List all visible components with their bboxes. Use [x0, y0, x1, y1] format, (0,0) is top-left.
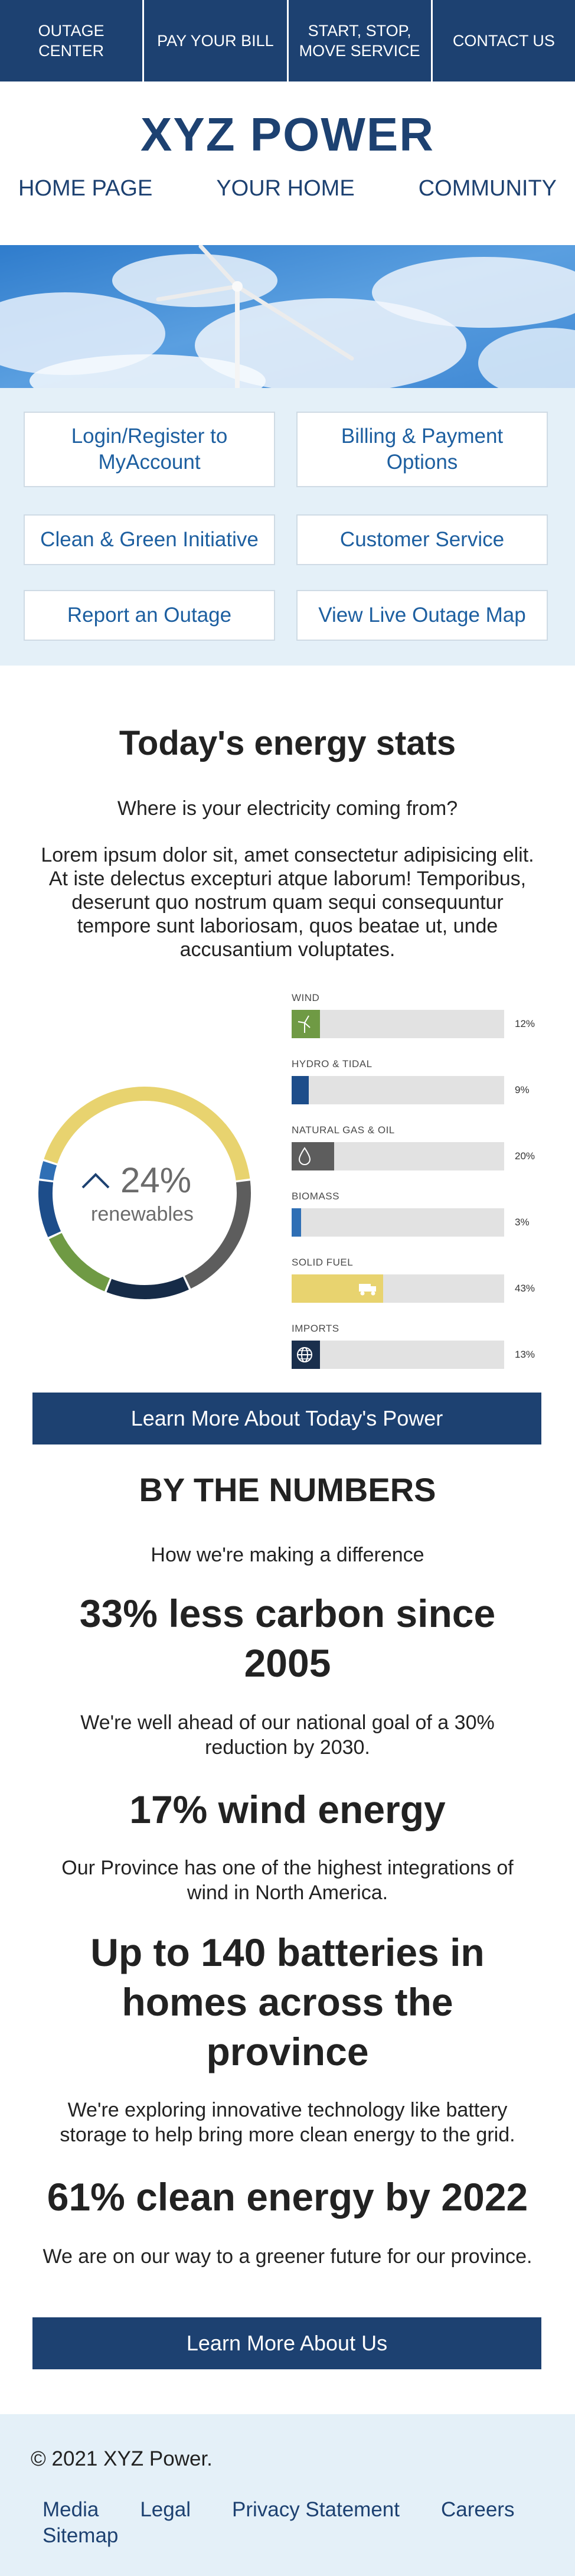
energy-source-bar — [292, 1274, 383, 1303]
customer-service-button[interactable]: Customer Service — [296, 514, 548, 565]
energy-source-label: HYDRO & TIDAL — [292, 1058, 373, 1069]
energy-source-row: IMPORTS 13% — [292, 1323, 545, 1369]
energy-source-bar-track — [292, 1208, 504, 1237]
energy-source-bar-track — [292, 1274, 504, 1303]
energy-source-bar — [292, 1208, 301, 1237]
footer-link-sitemap[interactable]: Sitemap — [43, 2524, 119, 2547]
energy-source-bar — [292, 1341, 320, 1369]
stat-text: Our Province has one of the highest inte… — [61, 1857, 514, 1904]
wind-turbine-icon — [294, 1013, 315, 1035]
learn-more-about-us-button[interactable]: Learn More About Us — [32, 2317, 541, 2369]
energy-source-row: HYDRO & TIDAL 9% — [292, 1058, 545, 1104]
energy-source-bar — [292, 1142, 334, 1170]
energy-source-bar-track — [292, 1076, 504, 1104]
numbers-title: BY THE NUMBERS — [139, 1471, 436, 1508]
energy-source-bar-track — [292, 1142, 504, 1170]
donut-segment — [38, 1181, 61, 1237]
globe-icon — [294, 1344, 315, 1365]
footer-link-media[interactable]: Media — [43, 2498, 99, 2521]
energy-stats-body: Lorem ipsum dolor sit, amet consectetur … — [41, 844, 534, 961]
stat-heading: Up to 140 batteries in homes across the … — [90, 1931, 485, 2073]
donut-segment — [48, 1232, 110, 1292]
footer-links: Media Legal Privacy Statement Careers Sitema… — [43, 2497, 550, 2549]
learn-more-power-button[interactable]: Learn More About Today's Power — [32, 1393, 541, 1444]
footer-link-legal[interactable]: Legal — [140, 2498, 191, 2521]
energy-source-value: 9% — [515, 1084, 530, 1095]
energy-source-value: 13% — [515, 1349, 535, 1360]
energy-source-label: NATURAL GAS & OIL — [292, 1124, 395, 1136]
footer: © 2021 XYZ Power. Media Legal Privacy Stat… — [0, 2414, 575, 2576]
top-nav: OUTAGE CENTER PAY YOUR BILL START, STOP,… — [0, 0, 575, 81]
quick-links-section: Login/Register to MyAccount Billing & Pa… — [0, 388, 575, 666]
energy-source-value: 12% — [515, 1018, 535, 1029]
report-outage-button[interactable]: Report an Outage — [24, 590, 275, 641]
renewables-percent: 24% — [120, 1160, 192, 1200]
hero-wind-turbine-image — [0, 245, 575, 388]
clean-green-button[interactable]: Clean & Green Initiative — [24, 514, 275, 565]
stat-text: We are on our way to a greener future fo… — [43, 2245, 532, 2268]
contact-us-link[interactable]: CONTACT US — [452, 32, 555, 50]
numbers-subtitle: How we're making a difference — [151, 1544, 424, 1566]
energy-source-bar — [292, 1010, 320, 1038]
donut-segment — [184, 1181, 251, 1289]
footer-link-careers[interactable]: Careers — [440, 2498, 515, 2521]
energy-source-value: 43% — [515, 1283, 535, 1294]
billing-payment-button[interactable]: Billing & Payment Options — [296, 412, 548, 487]
renewables-donut-chart — [38, 1087, 251, 1299]
gas-drop-icon — [294, 1146, 315, 1167]
energy-stats-title: Today's energy stats — [119, 724, 456, 762]
stat-heading: 33% less carbon since 2005 — [79, 1592, 496, 1685]
main-nav: HOME PAGE YOUR HOME COMMUNITY — [0, 176, 575, 201]
energy-source-bar-track — [292, 1341, 504, 1369]
energy-source-row: WIND 12% — [292, 992, 545, 1038]
stat-text: We're well ahead of our national goal of… — [80, 1711, 495, 1759]
live-outage-map-button[interactable]: View Live Outage Map — [296, 590, 548, 641]
energy-source-label: IMPORTS — [292, 1323, 339, 1334]
coal-truck-icon — [357, 1278, 378, 1299]
renewables-readout: 24% — [81, 1160, 191, 1201]
energy-source-bar — [292, 1076, 309, 1104]
outage-center-link[interactable]: OUTAGE CENTER — [0, 0, 145, 81]
renewables-label: renewables — [91, 1203, 194, 1225]
login-register-button[interactable]: Login/Register to MyAccount — [24, 412, 275, 487]
energy-source-value: 20% — [515, 1150, 535, 1162]
energy-source-label: WIND — [292, 992, 320, 1003]
chevron-up-icon — [81, 1172, 110, 1188]
nav-community[interactable]: COMMUNITY — [418, 176, 557, 201]
energy-source-row: NATURAL GAS & OIL 20% — [292, 1124, 545, 1170]
pay-bill-link[interactable]: PAY YOUR BILL — [144, 0, 289, 81]
stat-text: We're exploring innovative technology li… — [60, 2099, 515, 2146]
energy-source-bar-track — [292, 1010, 504, 1038]
start-stop-move-link[interactable]: START, STOP, MOVE SERVICE — [289, 0, 433, 81]
nav-your-home[interactable]: YOUR HOME — [216, 176, 355, 201]
stat-heading: 61% clean energy by 2022 — [47, 2175, 528, 2219]
nav-home-page[interactable]: HOME PAGE — [18, 176, 153, 201]
stat-heading: 17% wind energy — [129, 1788, 446, 1831]
energy-source-label: SOLID FUEL — [292, 1257, 354, 1268]
energy-source-label: BIOMASS — [292, 1191, 339, 1202]
donut-segment — [39, 1161, 57, 1181]
site-logo[interactable]: XYZ POWER — [140, 108, 435, 161]
donut-segment — [44, 1087, 250, 1181]
donut-segment — [106, 1276, 189, 1299]
energy-source-row: BIOMASS 3% — [292, 1191, 545, 1237]
footer-link-privacy[interactable]: Privacy Statement — [231, 2498, 400, 2521]
energy-stats-subtitle: Where is your electricity coming from? — [117, 797, 458, 820]
copyright: © 2021 XYZ Power. — [31, 2447, 213, 2470]
donut-center-text: 24% renewables — [32, 1081, 257, 1305]
energy-source-value: 3% — [515, 1217, 530, 1228]
energy-source-row: SOLID FUEL 43% — [292, 1257, 545, 1303]
